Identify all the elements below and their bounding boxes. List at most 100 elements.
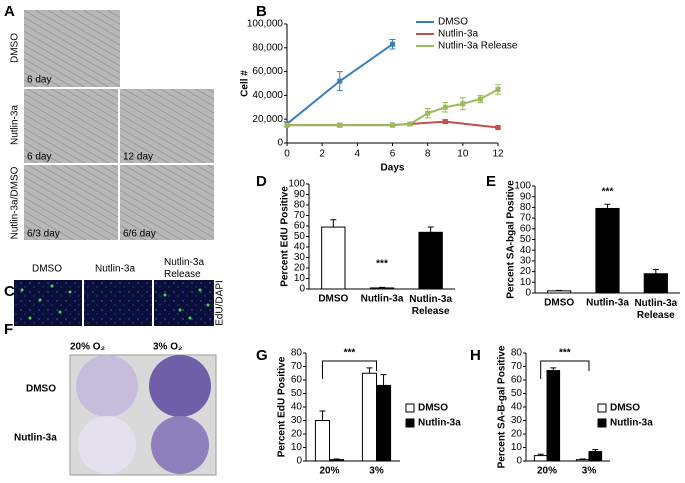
bar <box>546 370 561 462</box>
y-tick-label: 70 <box>511 361 523 372</box>
bar <box>321 226 346 290</box>
edu-images <box>14 280 214 326</box>
bar <box>575 459 590 462</box>
label: C <box>4 283 15 300</box>
bracket <box>321 360 377 379</box>
y-tick-label: 60,000 <box>252 66 283 77</box>
annotation: *** <box>344 348 356 359</box>
x-tick-label: Nutlin-3a <box>586 298 629 309</box>
y-tick-label: 50 <box>294 231 306 242</box>
label: DMSO <box>10 33 21 63</box>
marker <box>390 41 395 47</box>
y-tick-label: 50 <box>511 388 523 399</box>
label: DMSO <box>32 264 62 275</box>
micrographs <box>24 10 214 240</box>
annotation: *** <box>559 348 571 359</box>
y-axis-label: Percent SA-bgal Positive <box>506 180 517 299</box>
legend-swatch <box>405 418 415 428</box>
x-tick-label: 3% <box>582 466 597 477</box>
bracket <box>540 360 590 379</box>
y-tick-label: 100,000 <box>247 19 284 30</box>
marker <box>495 125 501 131</box>
y-tick-label: 30 <box>294 252 306 263</box>
legend-label: Nutlin-3a Release <box>438 41 518 52</box>
y-tick-label: 10 <box>520 277 532 288</box>
y-tick-label: 100 <box>514 181 531 192</box>
x-tick-label: 10 <box>457 149 469 160</box>
y-tick-label: 60 <box>511 375 523 386</box>
label: H <box>470 347 481 364</box>
marker <box>442 119 448 125</box>
label: Nutlin-3a <box>10 105 21 145</box>
y-tick-label: 10 <box>511 442 523 453</box>
y-tick-label: 30 <box>511 415 523 426</box>
label: 6 day <box>27 152 51 163</box>
label: EdU/DAPI <box>215 280 226 326</box>
label: Nutlin-3a Release <box>164 257 204 280</box>
y-axis-label: Cell # <box>240 70 251 97</box>
x-tick-label: 2 <box>319 149 325 160</box>
marker <box>390 122 395 128</box>
legend-label: DMSO <box>610 403 640 414</box>
marker <box>495 86 501 92</box>
colony-plate <box>69 354 217 476</box>
y-tick-label: 40 <box>294 242 306 253</box>
y-tick-label: 50 <box>291 388 303 399</box>
bar <box>314 420 330 462</box>
y-tick-label: 20 <box>511 429 523 440</box>
label: A <box>4 3 15 20</box>
y-tick-label: 40 <box>291 402 303 413</box>
label: G <box>256 347 268 364</box>
bar <box>329 459 345 462</box>
bar <box>376 384 392 462</box>
y-tick-label: 70 <box>520 213 532 224</box>
bar <box>547 290 572 294</box>
y-tick-label: 90 <box>294 189 306 200</box>
label: 3% O₂ <box>153 342 182 353</box>
y-axis-label: Percent EdU Positive <box>280 186 291 287</box>
bar <box>418 231 443 290</box>
label: D <box>256 173 267 190</box>
legend-label: DMSO <box>418 403 448 414</box>
y-tick-label: 40,000 <box>252 90 283 101</box>
marker <box>284 122 290 128</box>
bar <box>533 455 548 462</box>
annotation: *** <box>602 187 614 198</box>
y-tick-label: 100 <box>288 179 305 190</box>
line <box>287 88 499 127</box>
marker <box>460 101 466 107</box>
y-tick-label: 80 <box>511 348 523 359</box>
x-tick-label: DMSO <box>318 294 348 305</box>
bar <box>369 287 395 290</box>
y-tick-label: 30 <box>520 256 532 267</box>
y-tick-label: 90 <box>520 191 532 202</box>
label: DMSO <box>26 384 56 395</box>
marker <box>477 96 483 102</box>
y-tick-label: 20 <box>291 429 303 440</box>
x-tick-label: 4 <box>355 149 361 160</box>
y-tick-label: 30 <box>291 415 303 426</box>
x-tick-label: 6 <box>390 149 396 160</box>
y-tick-label: 50 <box>520 234 532 245</box>
x-tick-label: 8 <box>425 149 431 160</box>
label: Nutlin-3a/DMSO <box>10 166 21 239</box>
legend-label: Nutlin-3a <box>438 29 478 40</box>
annotation: *** <box>376 259 388 270</box>
y-tick-label: 10 <box>294 273 306 284</box>
label: 6/6 day <box>123 229 156 240</box>
label: 12 day <box>123 152 153 163</box>
x-tick-label: 3% <box>369 466 384 477</box>
y-tick-label: 20 <box>294 263 306 274</box>
x-tick-label: 20% <box>319 466 339 477</box>
marker <box>407 121 413 127</box>
y-tick-label: 20,000 <box>252 114 283 125</box>
label: Nutlin-3a <box>95 264 135 275</box>
marker <box>425 110 431 116</box>
bar <box>643 273 668 294</box>
y-tick-label: 70 <box>291 361 303 372</box>
y-axis-label: Percent SA-B-gal Positive <box>497 345 508 468</box>
y-tick-label: 10 <box>291 442 303 453</box>
x-tick-label: 12 <box>492 149 504 160</box>
x-tick-label: 0 <box>284 149 290 160</box>
